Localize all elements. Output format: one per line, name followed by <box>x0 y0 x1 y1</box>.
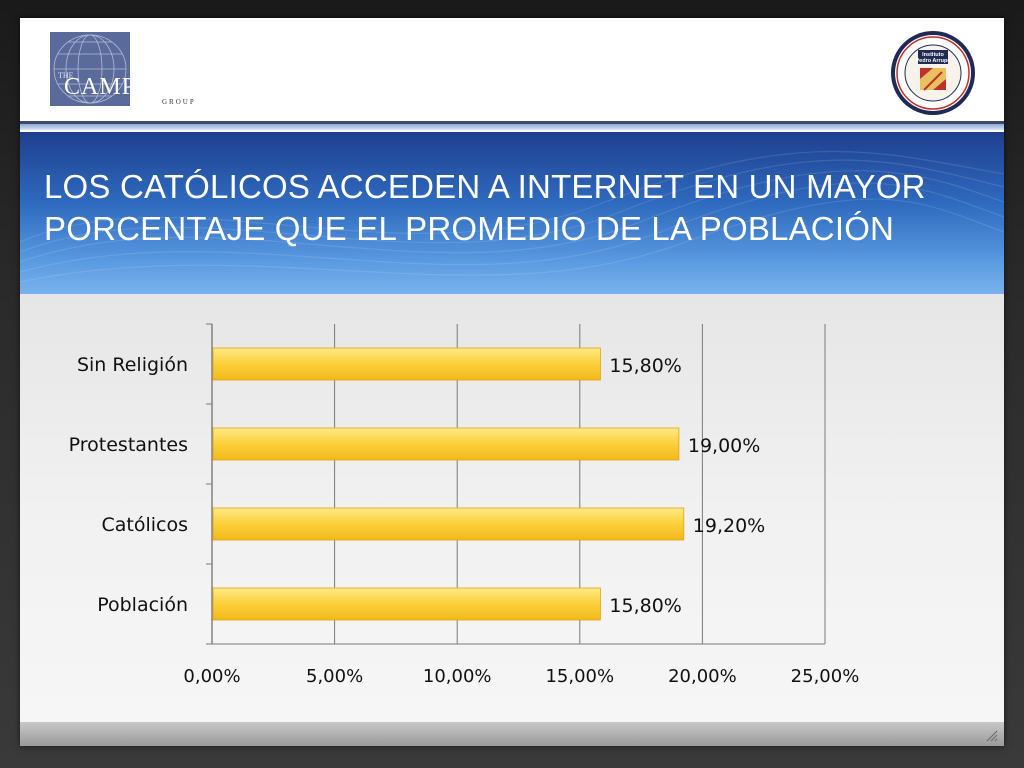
data-label: 15,80% <box>609 355 681 377</box>
slide-title-line2: PORCENTAJE QUE EL PROMEDIO DE LA POBLACI… <box>44 210 895 247</box>
header: THE CAMPOL GROUP Instituto Pedro Arrupe <box>20 18 1004 122</box>
instituto-pedro-arrupe-seal: Instituto Pedro Arrupe <box>891 31 975 115</box>
chart-bars <box>212 347 685 621</box>
x-tick-label: 10,00% <box>423 666 492 687</box>
bar <box>212 427 680 461</box>
footer-bar <box>20 722 1004 746</box>
campol-logo-the: THE <box>58 71 74 80</box>
header-divider-shadow <box>20 124 1004 130</box>
banner-waves-decoration <box>20 150 1004 283</box>
x-tick-label: 0,00% <box>183 666 240 687</box>
category-label: Católicos <box>101 514 188 536</box>
campol-logo-wordmark: CAMPOL <box>64 74 170 100</box>
slide-title-line1: LOS CATÓLICOS ACCEDEN A INTERNET EN UN M… <box>44 168 926 205</box>
bar <box>212 587 601 621</box>
data-label: 19,00% <box>688 435 760 457</box>
resize-grip-icon <box>986 730 998 742</box>
x-tick-label: 25,00% <box>791 666 860 687</box>
category-label: Sin Religión <box>77 354 188 376</box>
bar <box>212 347 601 381</box>
seal-text-pedro-arrupe: Pedro Arrupe <box>916 58 951 64</box>
bar <box>212 507 685 541</box>
title-banner: LOS CATÓLICOS ACCEDEN A INTERNET EN UN M… <box>20 132 1004 294</box>
data-label: 15,80% <box>609 595 681 617</box>
header-divider <box>20 121 1004 124</box>
chart-labels: 0,00% 5,00% 10,00% 15,00% 20,00% 25,00% Sin Re… <box>69 354 860 687</box>
chart-area: 0,00% 5,00% 10,00% 15,00% 20,00% 25,00% Sin Re… <box>20 294 1004 722</box>
bar-chart: 0,00% 5,00% 10,00% 15,00% 20,00% 25,00% Sin Re… <box>69 323 860 687</box>
x-tick-label: 5,00% <box>306 666 363 687</box>
campol-logo: THE CAMPOL GROUP <box>50 32 220 106</box>
slide: THE CAMPOL GROUP Instituto Pedro Arrupe <box>20 18 1004 746</box>
x-tick-label: 20,00% <box>668 666 737 687</box>
campol-logo-group: GROUP <box>162 98 196 106</box>
category-label: Población <box>97 594 188 616</box>
x-tick-label: 15,00% <box>545 666 614 687</box>
seal-text-instituto: Instituto <box>922 52 944 58</box>
category-label: Protestantes <box>69 434 188 456</box>
slide-title: LOS CATÓLICOS ACCEDEN A INTERNET EN UN M… <box>44 166 974 250</box>
data-label: 19,20% <box>693 515 765 537</box>
